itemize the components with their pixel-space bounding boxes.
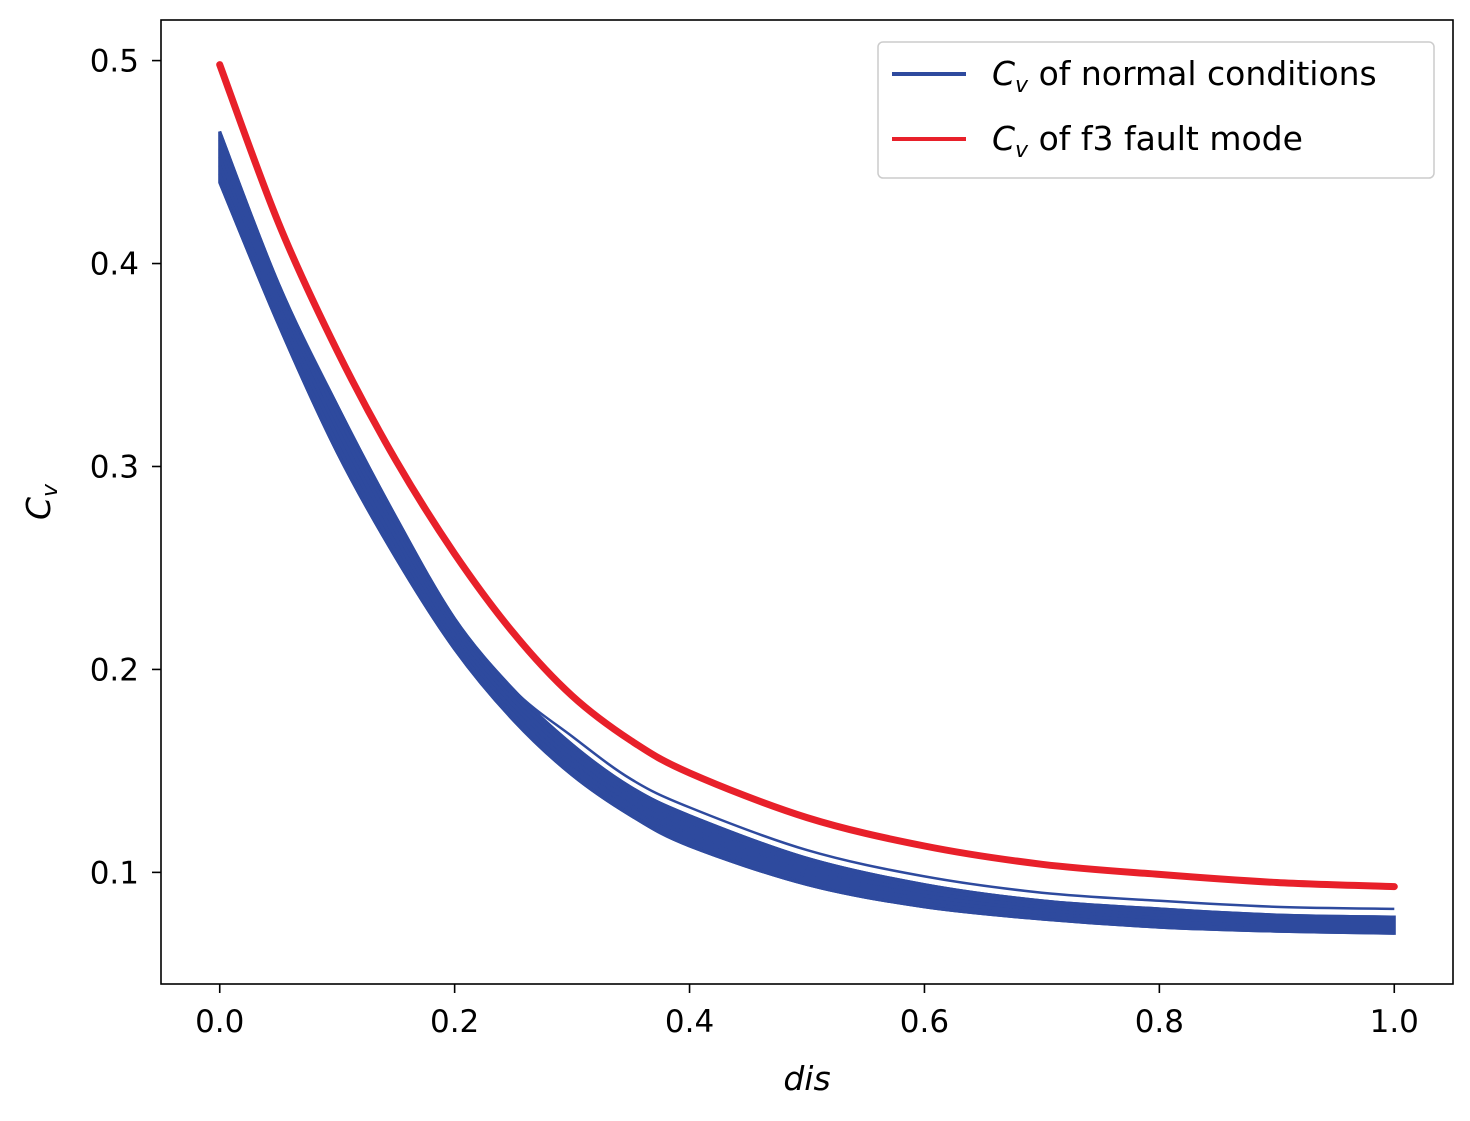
legend-label-f3: Cv of f3 fault mode xyxy=(992,119,1303,163)
series-line-normal-4 xyxy=(218,147,1395,924)
y-tick-label: 0.5 xyxy=(90,44,139,80)
y-axis-label: Cv xyxy=(19,483,63,520)
x-tick-label: 0.6 xyxy=(900,1004,949,1040)
y-axis-label-subscript: v xyxy=(38,483,63,497)
chart-marks xyxy=(216,61,1398,935)
series-line-normal-2 xyxy=(218,164,1395,930)
y-axis: 0.1 0.2 0.3 0.4 0.5 xyxy=(90,44,161,891)
legend-label-normal: Cv of normal conditions xyxy=(992,54,1377,98)
x-tick-label: 0.2 xyxy=(430,1004,479,1040)
x-tick-label: 0.8 xyxy=(1135,1004,1184,1040)
series-line-normal-0 xyxy=(218,181,1395,935)
plot-frame xyxy=(160,19,1454,985)
legend-box xyxy=(877,41,1435,179)
x-axis: 0.0 0.2 0.4 0.6 0.8 1.0 xyxy=(195,984,1419,1040)
y-axis-label-symbol: C xyxy=(19,497,58,520)
y-tick-label: 0.2 xyxy=(90,652,139,688)
x-tick-label: 0.4 xyxy=(665,1004,714,1040)
y-tick-label: 0.1 xyxy=(90,855,139,891)
y-tick-label: 0.3 xyxy=(90,449,139,485)
legend: Cv of normal conditions Cv of f3 fault m… xyxy=(877,41,1435,179)
x-tick-label: 0.0 xyxy=(195,1004,244,1040)
series-line-f3 xyxy=(216,61,1398,891)
y-tick-label: 0.4 xyxy=(90,247,139,283)
x-axis-label: dis xyxy=(783,1059,830,1098)
series-line-normal-outlier xyxy=(218,131,1395,911)
x-tick-label: 1.0 xyxy=(1370,1004,1419,1040)
series-line-normal-3 xyxy=(218,156,1395,927)
series-line-normal-5 xyxy=(218,139,1395,922)
series-line-normal-1 xyxy=(218,173,1395,933)
